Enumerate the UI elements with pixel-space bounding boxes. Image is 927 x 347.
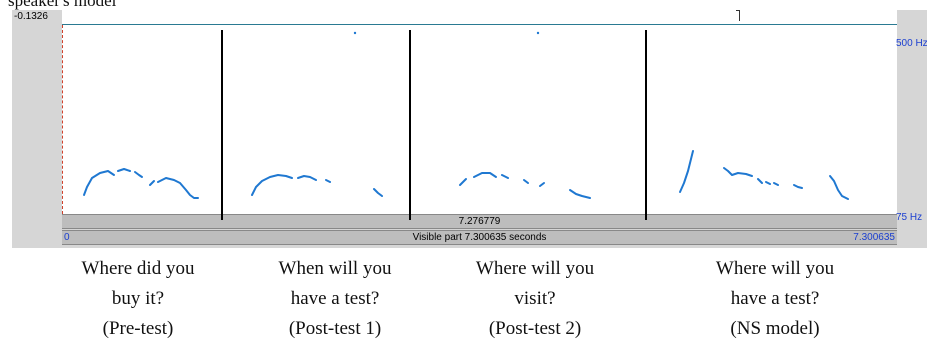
pitch-max-label: 500 Hz bbox=[896, 38, 927, 49]
pitch-contour-segment-2b bbox=[297, 175, 317, 181]
caption-post-test-1: When will you have a test? (Post-test 1) bbox=[278, 258, 392, 339]
visible-start-value: 0 bbox=[64, 232, 70, 243]
pitch-contour-segment-1d bbox=[149, 180, 155, 186]
praat-sound-window: -0.1326 bbox=[12, 10, 927, 248]
pitch-contour-segment-2c bbox=[325, 179, 331, 183]
pitch-contour-segment-2a bbox=[251, 174, 293, 196]
waveform-tick bbox=[739, 10, 740, 21]
pitch-contour-segment-4a bbox=[679, 150, 694, 193]
pitch-contour-segment-3b bbox=[473, 172, 497, 178]
pitch-contour-segment-3d bbox=[523, 179, 529, 184]
visible-end-value: 7.300635 bbox=[853, 232, 895, 243]
pitch-contour-segment-2d bbox=[373, 188, 383, 197]
pitch-contour-segment-4f bbox=[793, 184, 803, 189]
waveform-strip bbox=[62, 10, 897, 25]
pitch-contour-segment-3c bbox=[501, 174, 509, 179]
pitch-contour-segment-4b bbox=[723, 167, 753, 177]
top-partial-caption: speaker's model bbox=[8, 0, 117, 10]
caption-row: Where did you buy it? (Pre-test) When wi… bbox=[0, 254, 927, 347]
pitch-contour-segment-1a bbox=[83, 170, 115, 196]
pitch-contour-segment-1e bbox=[157, 177, 199, 199]
visible-part-bar[interactable]: 0 Visible part 7.300635 seconds 7.300635 bbox=[62, 230, 897, 245]
pitch-plot-area[interactable] bbox=[62, 25, 897, 214]
selection-duration-bar[interactable]: 7.276779 bbox=[62, 214, 897, 229]
pitch-contour-segment-4e bbox=[773, 182, 779, 186]
pitch-contour-segment-4d bbox=[765, 181, 771, 185]
pitch-contour-segment-3e bbox=[539, 182, 545, 187]
pitch-contour-segment-3a bbox=[459, 178, 467, 186]
visible-part-label: Visible part 7.300635 seconds bbox=[412, 232, 547, 243]
waveform-tick-cap bbox=[736, 10, 740, 11]
caption-post-test-2: Where will you visit? (Post-test 2) bbox=[475, 258, 595, 339]
pitch-contour-svg bbox=[83, 31, 849, 200]
cursor-line bbox=[62, 25, 63, 214]
pitch-contour-segment-1c bbox=[134, 171, 143, 178]
pitch-dot-2 bbox=[353, 31, 357, 35]
caption-pre-test: Where did you buy it? (Pre-test) bbox=[81, 258, 195, 339]
segment-divider-2 bbox=[409, 30, 411, 220]
pitch-contour-segment-1b bbox=[117, 168, 131, 172]
pitch-min-label: 75 Hz bbox=[896, 212, 923, 223]
waveform-amplitude-label: -0.1326 bbox=[14, 11, 48, 22]
selection-duration-value: 7.276779 bbox=[458, 216, 501, 227]
caption-ns-model: Where will you have a test? (NS model) bbox=[715, 258, 835, 339]
pitch-contour-segment-3f bbox=[569, 189, 591, 199]
pitch-dot-3 bbox=[536, 31, 540, 35]
segment-divider-1 bbox=[221, 30, 223, 220]
pitch-contour-segment-4c bbox=[757, 178, 763, 184]
segment-divider-3 bbox=[645, 30, 647, 220]
pitch-contour-segment-4g bbox=[829, 175, 849, 200]
